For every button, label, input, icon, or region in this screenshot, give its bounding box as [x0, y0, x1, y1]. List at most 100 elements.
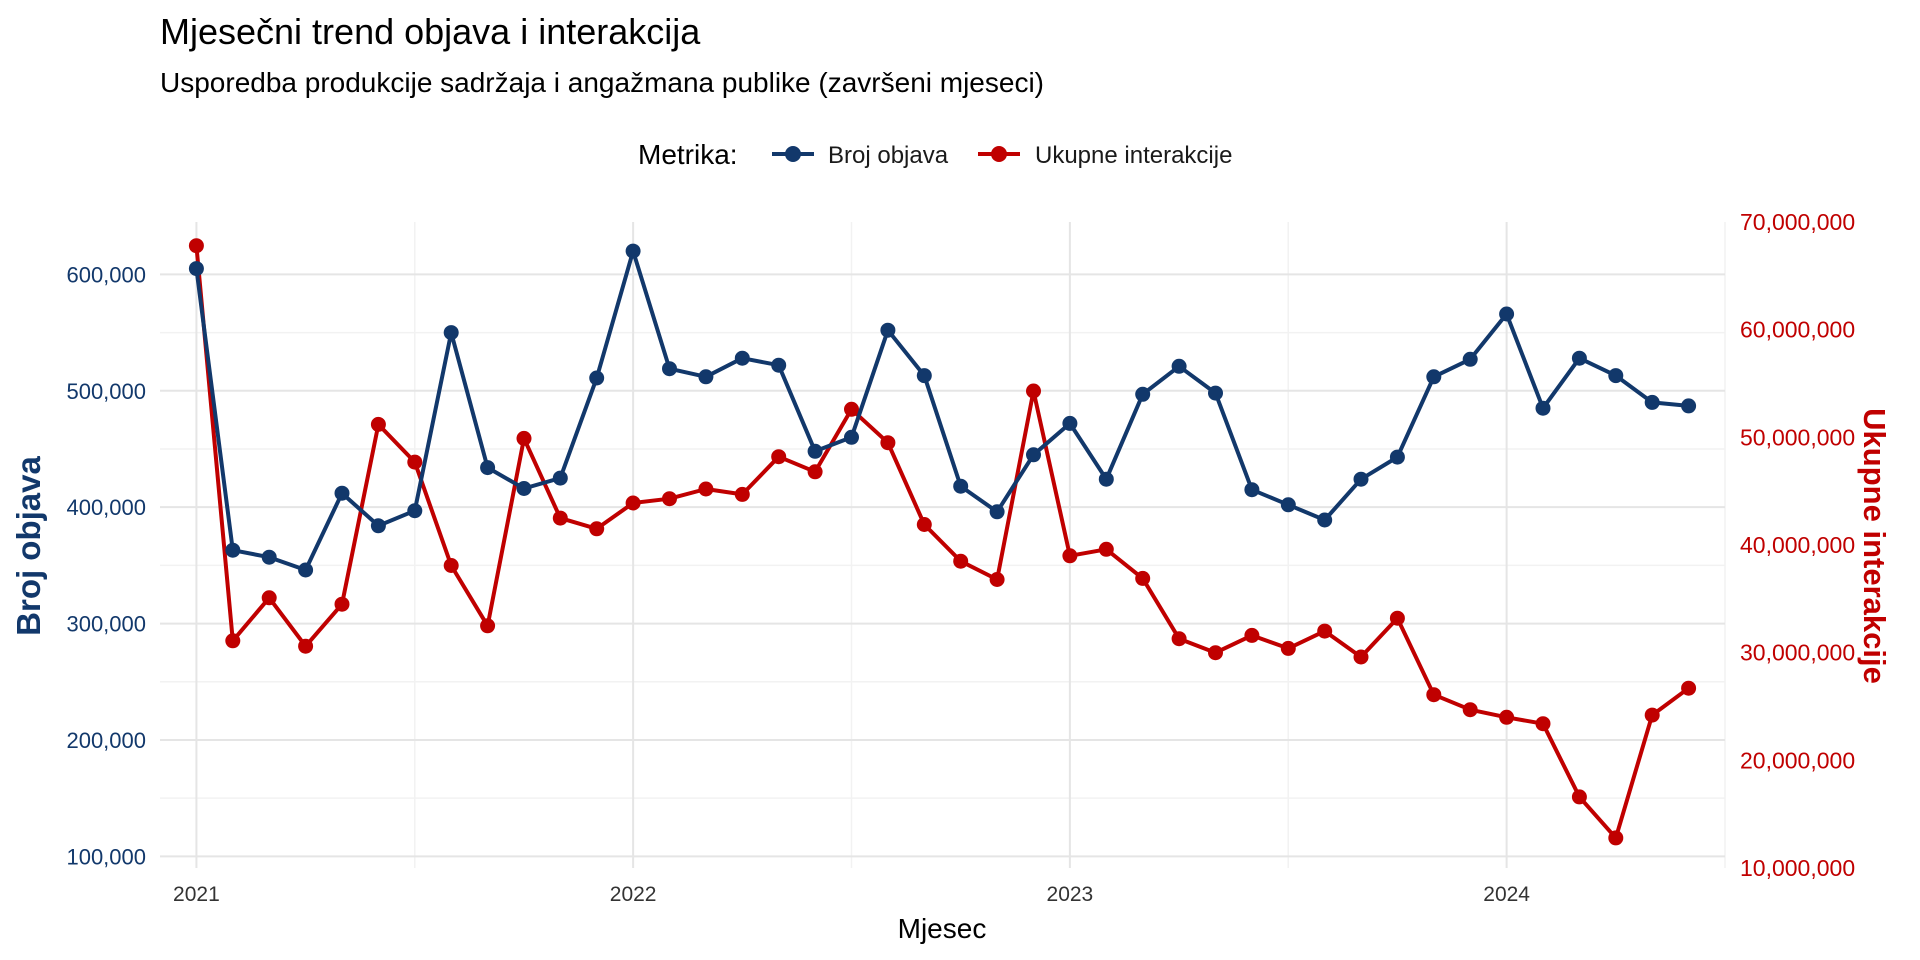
chart-subtitle: Usporedba produkcije sadržaja i angažman… [160, 67, 1044, 98]
data-point-broj-objava [480, 460, 496, 476]
data-point-broj-objava [771, 357, 787, 373]
grid [160, 222, 1726, 868]
right-axis-tick-label: 50,000,000 [1740, 424, 1855, 450]
data-point-ukupne-interakcije [1208, 645, 1223, 661]
data-point-broj-objava [953, 478, 969, 494]
data-point-ukupne-interakcije [1135, 570, 1151, 586]
legend: Metrika: Broj objava Ukupne interakcije [638, 139, 1232, 170]
data-point-ukupne-interakcije [1353, 649, 1369, 665]
data-point-ukupne-interakcije [480, 618, 496, 634]
x-axis-title: Mjesec [898, 913, 987, 944]
data-point-broj-objava [734, 350, 750, 366]
left-axis-ticks: 100,000 200,000 300,000 400,000 500,000 600,0… [66, 262, 146, 869]
legend-item-ukupne-interakcije: Ukupne interakcije [978, 142, 1232, 169]
data-point-ukupne-interakcije [1026, 383, 1041, 399]
right-axis-ticks: 10,000,000 20,000,000 30,000,000 40,000,000… [1740, 209, 1855, 881]
data-point-broj-objava [552, 470, 568, 486]
data-point-broj-objava [916, 368, 932, 384]
data-point-broj-objava [1208, 385, 1223, 401]
left-axis-tick-label: 400,000 [66, 495, 146, 520]
data-point-ukupne-interakcije [1462, 702, 1478, 718]
data-point-broj-objava [1462, 351, 1478, 367]
left-axis-tick-label: 500,000 [66, 379, 146, 404]
data-point-broj-objava [1135, 386, 1151, 402]
data-point-ukupne-interakcije [443, 558, 459, 573]
data-point-ukupne-interakcije [225, 633, 241, 649]
data-point-broj-objava [516, 481, 532, 496]
left-axis-tick-label: 300,000 [66, 612, 146, 637]
data-point-broj-objava [370, 518, 386, 534]
data-point-ukupne-interakcije [1317, 623, 1333, 639]
x-axis-tick-label: 2022 [610, 883, 657, 906]
x-axis-ticks: 2021 2022 2023 2024 [173, 883, 1530, 906]
right-axis-tick-label: 70,000,000 [1740, 209, 1855, 235]
x-axis-tick-label: 2024 [1483, 883, 1530, 906]
data-point-ukupne-interakcije [1171, 631, 1187, 647]
data-point-broj-objava [261, 549, 277, 565]
data-point-ukupne-interakcije [1608, 830, 1624, 846]
left-axis-tick-label: 200,000 [66, 728, 146, 753]
x-axis-tick-label: 2021 [173, 883, 220, 906]
data-point-ukupne-interakcije [407, 454, 423, 470]
data-point-ukupne-interakcije [916, 517, 932, 532]
data-point-ukupne-interakcije [734, 486, 750, 502]
data-point-broj-objava [1280, 497, 1296, 513]
data-point-broj-objava [1535, 400, 1551, 416]
data-point-broj-objava [443, 325, 459, 341]
series-layer [188, 238, 1697, 846]
data-point-broj-objava [407, 503, 423, 519]
data-point-broj-objava [1098, 471, 1114, 487]
data-point-ukupne-interakcije [1244, 627, 1260, 643]
data-point-ukupne-interakcije [1571, 789, 1587, 805]
data-point-broj-objava [1608, 368, 1624, 384]
data-point-broj-objava [334, 485, 350, 501]
data-point-broj-objava [880, 322, 896, 338]
data-point-broj-objava [1681, 398, 1697, 414]
data-point-broj-objava [662, 361, 677, 377]
series-line-broj-objava [194, 249, 1689, 572]
right-axis-tick-label: 40,000,000 [1740, 532, 1855, 558]
left-axis-tick-label: 600,000 [66, 262, 146, 287]
data-point-broj-objava [1499, 306, 1515, 322]
data-point-broj-objava [1062, 415, 1078, 431]
legend-key-point [785, 146, 801, 162]
data-point-ukupne-interakcije [698, 481, 714, 497]
legend-label: Ukupne interakcije [1035, 142, 1232, 169]
data-point-broj-objava [844, 429, 859, 445]
data-point-ukupne-interakcije [1426, 687, 1442, 703]
chart-title: Mjesečni trend objava i interakcija [160, 11, 701, 52]
data-point-ukupne-interakcije [1098, 541, 1114, 557]
data-point-ukupne-interakcije [1681, 680, 1697, 696]
data-point-ukupne-interakcije [953, 553, 969, 569]
data-point-ukupne-interakcije [989, 572, 1005, 587]
left-axis-tick-label: 100,000 [66, 844, 146, 869]
right-axis-tick-label: 60,000,000 [1740, 317, 1855, 343]
right-axis-tick-label: 20,000,000 [1740, 747, 1855, 773]
legend-item-broj-objava: Broj objava [772, 142, 949, 169]
data-point-broj-objava [1171, 358, 1187, 374]
right-axis-tick-label: 10,000,000 [1740, 855, 1855, 881]
right-axis-tick-label: 30,000,000 [1740, 640, 1855, 666]
data-point-ukupne-interakcije [880, 435, 896, 451]
data-point-ukupne-interakcije [298, 638, 314, 654]
data-point-ukupne-interakcije [188, 238, 204, 254]
data-point-ukupne-interakcije [1499, 709, 1515, 725]
data-point-broj-objava [298, 562, 314, 578]
data-point-broj-objava [1026, 447, 1041, 463]
data-point-broj-objava [1389, 449, 1405, 465]
data-point-ukupne-interakcije [771, 449, 787, 465]
data-point-ukupne-interakcije [844, 401, 859, 417]
data-point-broj-objava [1353, 471, 1369, 487]
data-point-broj-objava [1644, 394, 1660, 410]
data-point-broj-objava [989, 504, 1005, 520]
data-point-broj-objava [807, 443, 823, 459]
data-point-ukupne-interakcije [261, 590, 277, 606]
data-point-ukupne-interakcije [625, 495, 641, 511]
data-point-broj-objava [1571, 350, 1587, 366]
data-point-ukupne-interakcije [370, 416, 386, 432]
data-point-ukupne-interakcije [1535, 716, 1551, 732]
legend-key-point [991, 146, 1007, 162]
data-point-broj-objava [1426, 369, 1442, 385]
data-point-ukupne-interakcije [589, 521, 605, 537]
data-point-ukupne-interakcije [516, 430, 532, 446]
